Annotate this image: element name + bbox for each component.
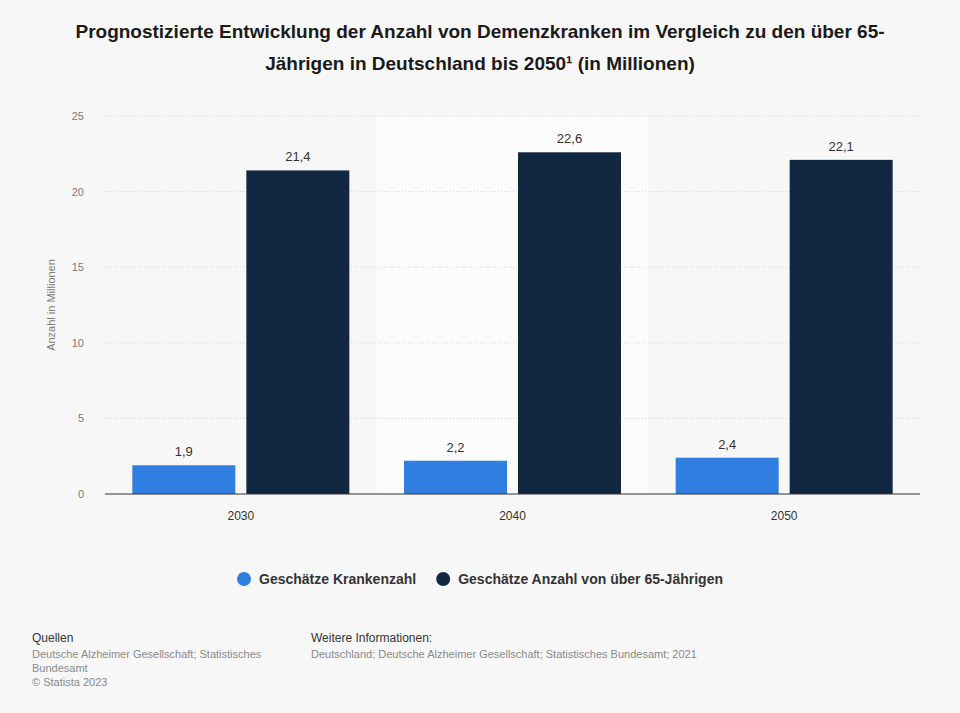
category-label: 2050: [771, 509, 798, 523]
sources-title: Quellen: [32, 631, 73, 645]
legend-marker: [237, 572, 251, 586]
legend-marker: [436, 572, 450, 586]
tick-label: 15: [72, 261, 84, 273]
category-label: 2030: [227, 509, 254, 523]
copyright: © Statista 2023: [32, 675, 107, 689]
chart: 0 5 10 15 20 25 Anzahl in Millionen 1,9 21,4 2030…: [0, 0, 960, 713]
tick-label: 20: [72, 186, 84, 198]
data-label: 22,1: [829, 139, 854, 154]
bar: [132, 465, 235, 494]
bar: [676, 458, 779, 494]
data-label: 1,9: [175, 444, 193, 459]
bar: [246, 170, 349, 494]
data-label: 22,6: [557, 131, 582, 146]
tick-label: 0: [78, 488, 84, 500]
legend-label: Geschätze Anzahl von über 65-Jährigen: [458, 571, 723, 587]
grid-line: [105, 116, 920, 117]
title: Prognostizierte Entwicklung der Anzahl v…: [60, 16, 900, 80]
info-title: Weitere Informationen:: [311, 631, 432, 645]
category-label: 2040: [499, 509, 526, 523]
tick-label: 10: [72, 337, 84, 349]
band-highlight: [377, 116, 649, 494]
bar: [404, 461, 507, 494]
sources: Deutsche Alzheimer Gesellschaft; Statist…: [32, 647, 282, 675]
bars: [132, 152, 892, 494]
tick-label: 25: [72, 110, 84, 122]
y-axis-label: Anzahl in Millionen: [45, 259, 57, 351]
info: Deutschland; Deutsche Alzheimer Gesellsc…: [311, 647, 931, 661]
data-label: 21,4: [285, 149, 310, 164]
legend-label: Geschätze Krankenzahl: [259, 571, 416, 587]
data-label: 2,2: [446, 440, 464, 455]
data-label: 2,4: [718, 437, 736, 452]
x-axis: [105, 494, 920, 495]
bar: [518, 152, 621, 494]
legend: Geschätze Krankenzahl Geschätze Anzahl vo…: [237, 571, 723, 587]
tick-label: 5: [78, 412, 84, 424]
bar: [790, 160, 893, 494]
